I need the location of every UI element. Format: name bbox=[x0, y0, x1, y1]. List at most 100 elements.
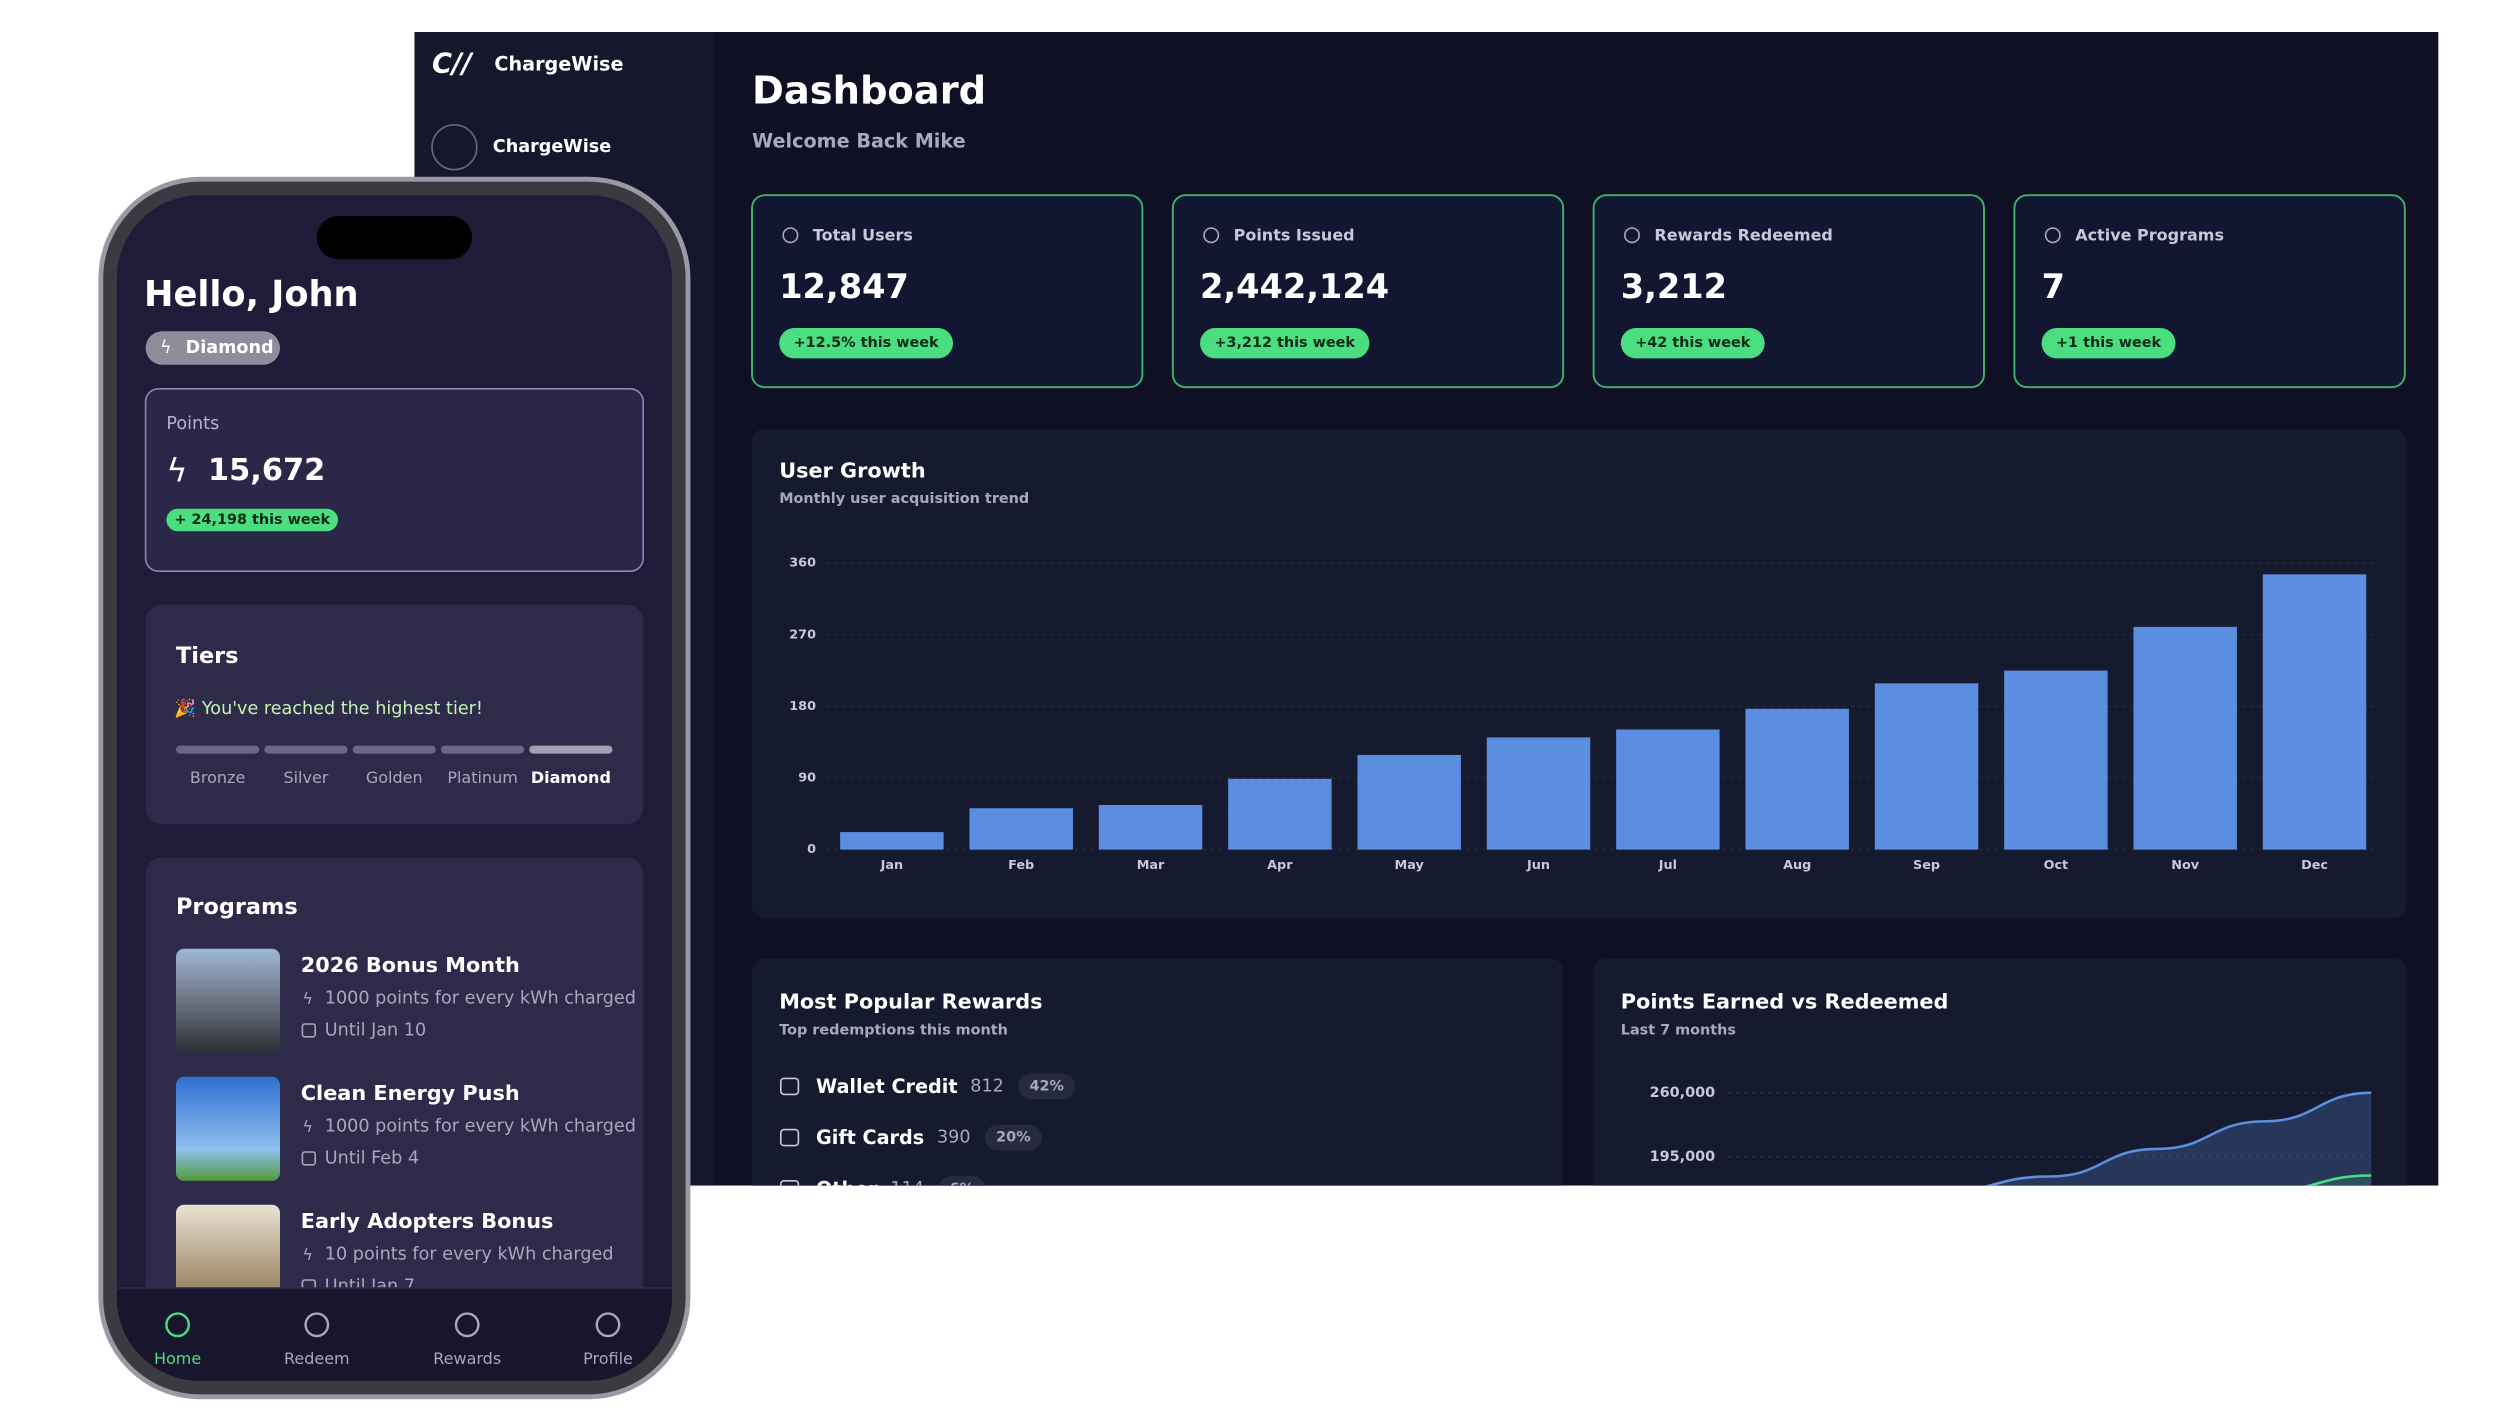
bar bbox=[2262, 574, 2367, 850]
y-tick-label: 360 bbox=[789, 556, 816, 571]
program-until: Until Jan 7 bbox=[325, 1276, 415, 1296]
tab-label[interactable]: Rewards bbox=[433, 1349, 501, 1368]
bolt-icon: ϟ bbox=[302, 989, 313, 1008]
tier-segment bbox=[529, 745, 613, 754]
program-until: Until Feb 4 bbox=[325, 1148, 419, 1168]
bar bbox=[2133, 626, 2237, 850]
dashboard: C// ChargeWise ChargeWise Dashboard Welc… bbox=[414, 32, 2439, 1199]
program-rule: 1000 points for every kWh charged bbox=[325, 988, 636, 1008]
y-tick-label: 195,000 bbox=[1650, 1149, 1716, 1165]
reward-share: 20% bbox=[996, 1130, 1030, 1146]
stat-change: +12.5% this week bbox=[794, 335, 939, 351]
tier-segment bbox=[264, 745, 348, 754]
tab-icon bbox=[304, 1312, 330, 1338]
reward-share-pill bbox=[938, 1176, 985, 1186]
reward-count: 114 bbox=[890, 1179, 924, 1199]
tier-segment bbox=[176, 745, 260, 754]
stat-change-pill bbox=[1620, 328, 1765, 359]
chart-title: Points Earned vs Redeemed bbox=[1621, 990, 1949, 1014]
tier-segment bbox=[440, 745, 525, 754]
tiers-title: Tiers bbox=[176, 643, 239, 669]
tiers-message: 🎉 You've reached the highest tier! bbox=[174, 698, 483, 719]
line bbox=[1984, 1091, 2372, 1186]
tier-label: Platinum bbox=[447, 768, 517, 787]
stat-label: Points Issued bbox=[1234, 226, 1355, 245]
y-tick-label: 90 bbox=[798, 771, 816, 786]
stat-label: Active Programs bbox=[2075, 226, 2224, 245]
reward-share: 6% bbox=[950, 1181, 974, 1197]
calendar-icon bbox=[301, 1023, 316, 1038]
stat-value: 2,442,124 bbox=[1200, 267, 1389, 306]
x-tick-label: Jul bbox=[1658, 858, 1677, 873]
points-change: + 24,198 this week bbox=[174, 512, 330, 528]
program-image bbox=[176, 1076, 280, 1181]
stat-change-pill bbox=[2041, 328, 2176, 359]
tab-icon bbox=[165, 1312, 191, 1338]
bolt-icon: ϟ bbox=[160, 338, 172, 358]
stat-change: +1 this week bbox=[2056, 335, 2162, 351]
tab-label[interactable]: Redeem bbox=[284, 1349, 350, 1368]
tier-label: Bronze bbox=[190, 768, 245, 787]
program-name[interactable]: Clean Energy Push bbox=[301, 1081, 520, 1105]
y-tick-label: 260,000 bbox=[1650, 1085, 1716, 1101]
nav-item[interactable]: ChargeWise bbox=[493, 137, 611, 157]
program-name[interactable]: 2026 Bonus Month bbox=[301, 953, 520, 977]
tab-label[interactable]: Profile bbox=[583, 1349, 633, 1368]
program-image bbox=[176, 948, 280, 1053]
chart-panel bbox=[752, 428, 2407, 919]
x-tick-label: May bbox=[1395, 858, 1425, 873]
stat-change-pill bbox=[1200, 328, 1370, 359]
page-subtitle: Welcome Back Mike bbox=[752, 129, 966, 152]
points-label: Points bbox=[166, 414, 219, 434]
stat-change: +3,212 this week bbox=[1214, 335, 1355, 351]
bar bbox=[1357, 754, 1461, 850]
tab-icon bbox=[595, 1312, 621, 1338]
area bbox=[2309, 1175, 2372, 1186]
programs-title: Programs bbox=[176, 894, 298, 920]
reward-icon bbox=[780, 1180, 800, 1186]
nav-icon bbox=[431, 124, 478, 171]
bar bbox=[2004, 670, 2108, 850]
y-tick-label: 0 bbox=[807, 842, 816, 857]
logo-mark: C// bbox=[432, 49, 474, 80]
stat-label: Total Users bbox=[813, 226, 913, 245]
bar bbox=[1616, 729, 1720, 850]
tier-badge bbox=[145, 331, 280, 365]
reward-icon bbox=[780, 1077, 800, 1096]
tier-label: Golden bbox=[366, 768, 423, 787]
bar bbox=[840, 832, 944, 850]
x-tick-label: Nov bbox=[2171, 858, 2200, 873]
tier-label: Diamond bbox=[531, 768, 611, 787]
bolt-icon: ϟ bbox=[302, 1117, 313, 1136]
dynamic-island bbox=[316, 216, 472, 260]
stat-label: Rewards Redeemed bbox=[1654, 226, 1833, 245]
greeting: Hello, John bbox=[144, 274, 359, 315]
calendar-icon bbox=[301, 1279, 316, 1288]
tab-icon bbox=[454, 1312, 480, 1338]
stat-card bbox=[2013, 194, 2406, 389]
y-tick-label: 180 bbox=[789, 699, 816, 714]
stat-icon bbox=[1203, 227, 1220, 244]
program-name[interactable]: Early Adopters Bonus bbox=[301, 1209, 554, 1233]
chart-title: User Growth bbox=[779, 458, 925, 482]
y-tick-label: 270 bbox=[789, 627, 816, 642]
tier-badge-text: Diamond bbox=[186, 338, 274, 358]
tiers-card bbox=[145, 604, 644, 824]
tab-label[interactable]: Home bbox=[154, 1349, 201, 1368]
points-change-pill bbox=[166, 508, 339, 532]
phone: Hello, John Diamond ϟ Points ϟ 15,672 + … bbox=[98, 176, 691, 1400]
stat-icon bbox=[1624, 227, 1640, 244]
panel-subtitle: Top redemptions this month bbox=[779, 1022, 1008, 1038]
x-tick-label: Jun bbox=[1526, 858, 1550, 873]
bar bbox=[1098, 805, 1203, 850]
page-title: Dashboard bbox=[752, 69, 986, 114]
stat-value: 3,212 bbox=[1621, 267, 1727, 306]
tab-bar bbox=[116, 1288, 672, 1381]
tier-segment bbox=[352, 745, 436, 754]
bar bbox=[1874, 683, 1979, 850]
reward-name: Wallet Credit bbox=[816, 1075, 958, 1098]
reward-share-pill bbox=[1018, 1073, 1076, 1100]
stat-value: 12,847 bbox=[779, 267, 909, 306]
program-rule: 10 points for every kWh charged bbox=[325, 1244, 614, 1264]
bar bbox=[1486, 737, 1591, 850]
